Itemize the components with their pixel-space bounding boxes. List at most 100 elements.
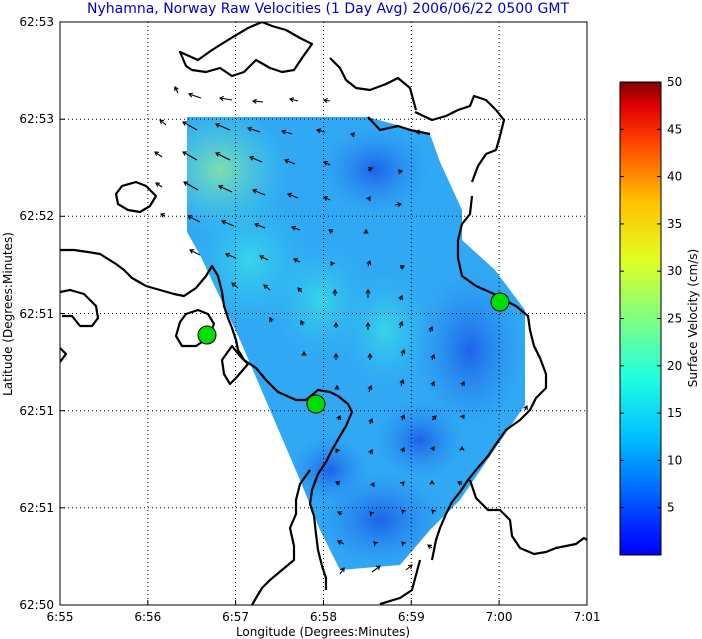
velocity-arrow-head	[330, 261, 335, 267]
velocity-arrow-head	[335, 481, 341, 486]
velocity-arrow	[289, 98, 299, 102]
velocity-arrow-head	[337, 511, 343, 516]
velocity-arrow-head	[398, 320, 404, 327]
velocity-arrow	[182, 151, 198, 161]
velocity-arrow-head	[221, 219, 227, 225]
velocity-arrow-head	[400, 447, 405, 453]
velocity-arrow-head	[323, 161, 329, 166]
velocity-arrow-head	[231, 282, 237, 288]
velocity-arrow-head	[263, 284, 269, 290]
x-tick-label: 6:56	[134, 610, 161, 624]
velocity-arrow	[323, 161, 331, 166]
velocity-arrow-head	[431, 415, 437, 421]
velocity-arrow	[316, 129, 326, 133]
velocity-arrows	[154, 86, 528, 575]
velocity-arrow	[293, 258, 301, 263]
velocity-arrow-head	[254, 222, 260, 228]
velocity-arrow	[188, 93, 202, 99]
colorbar: 5 10 15 20 25 30 35 40 45 50 Surface Velocity (cm…	[619, 75, 700, 556]
velocity-arrow	[337, 540, 345, 545]
colorbar-tick-label: 50	[667, 75, 682, 89]
velocity-arrow-head	[290, 225, 297, 231]
velocity-arrow-head	[431, 509, 437, 515]
velocity-arrow-head	[369, 511, 375, 517]
colorbar-tick-label: 45	[667, 122, 682, 136]
velocity-arrow-head	[429, 479, 435, 485]
stations	[197, 292, 510, 414]
colorbar-label: Surface Velocity (cm/s)	[686, 249, 700, 387]
velocity-arrow-head	[280, 129, 287, 135]
y-tick-label: 62:53	[19, 15, 54, 29]
velocity-arrow-head	[215, 152, 221, 157]
velocity-arrow-head	[288, 97, 295, 103]
velocity-arrow	[215, 152, 231, 161]
colorbar-tick-label: 35	[667, 217, 682, 231]
x-tick-label: 7:00	[486, 610, 513, 624]
colorbar-tick-label: 25	[667, 312, 682, 326]
velocity-arrow-head	[187, 215, 193, 220]
y-tick-label: 62:51	[19, 307, 54, 321]
velocity-arrow-head	[375, 565, 381, 570]
velocity-arrow-head	[363, 228, 369, 234]
colorbar-tick-label: 40	[667, 170, 682, 184]
velocity-arrow-head	[182, 151, 188, 156]
velocity-arrow-head	[225, 252, 231, 258]
velocity-arrow-head	[322, 97, 328, 104]
velocity-arrow	[249, 156, 263, 163]
velocity-arrow-head	[460, 381, 465, 387]
x-tick-label: 6:57	[222, 610, 249, 624]
velocity-arrow-head	[259, 255, 265, 260]
velocity-arrow	[215, 123, 231, 131]
velocity-arrow-head	[398, 295, 403, 301]
velocity-arrow	[252, 100, 264, 103]
velocity-arrow-head	[328, 229, 334, 234]
velocity-arrow-head	[293, 258, 299, 263]
y-tick-label: 62:50	[19, 598, 54, 612]
velocity-arrow-head	[399, 481, 405, 487]
velocity-arrow	[339, 567, 345, 575]
velocity-arrow-head	[284, 158, 290, 164]
station-marker	[197, 325, 217, 345]
velocity-arrow-head	[365, 321, 371, 327]
velocity-arrow	[159, 119, 167, 126]
velocity-arrow-head	[401, 509, 407, 515]
colorbar-tick-label: 20	[667, 359, 682, 373]
velocity-arrow-head	[340, 567, 345, 573]
velocity-arrow-head	[368, 449, 373, 455]
velocity-arrow-head	[430, 354, 436, 360]
velocity-arrow-head	[301, 350, 307, 356]
velocity-arrow	[371, 565, 381, 573]
velocity-arrow-head	[428, 326, 434, 332]
x-tick-labels: 6:55 6:56 6:57 6:58 6:59 7:00 7:01	[47, 610, 601, 624]
velocity-arrow-head	[187, 92, 194, 98]
velocity-arrow	[252, 189, 266, 196]
velocity-arrow-head	[337, 540, 343, 545]
velocity-arrow	[154, 151, 163, 158]
y-tick-label: 62:52	[19, 209, 54, 223]
velocity-arrow	[281, 130, 293, 135]
y-tick-label: 62:53	[19, 112, 54, 126]
x-axis-label: Longitude (Degrees:Minutes)	[236, 625, 410, 639]
velocity-arrow	[225, 253, 237, 259]
colorbar-gradient	[619, 81, 662, 556]
y-tick-label: 62:51	[19, 404, 54, 418]
y-tick-label: 62:51	[19, 501, 54, 515]
colorbar-tick-label: 5	[667, 501, 675, 515]
colorbar-tick-label: 10	[667, 453, 682, 467]
velocity-arrow-head	[399, 378, 405, 385]
velocity-arrow	[231, 282, 239, 289]
velocity-arrow-head	[367, 384, 373, 391]
axis-tick-marks	[59, 21, 588, 606]
velocity-arrow-head	[155, 182, 161, 187]
velocity-arrow-head	[159, 119, 165, 125]
velocity-arrow-head	[218, 185, 224, 190]
velocity-arrow-head	[430, 446, 435, 452]
velocity-arrow-head	[251, 98, 257, 104]
velocity-arrow-head	[218, 95, 224, 102]
velocity-arrow-head	[334, 384, 340, 390]
velocity-arrow-head	[189, 249, 195, 254]
velocity-arrow	[182, 121, 198, 131]
x-tick-label: 6:55	[47, 610, 74, 624]
velocity-arrow-head	[460, 414, 465, 420]
